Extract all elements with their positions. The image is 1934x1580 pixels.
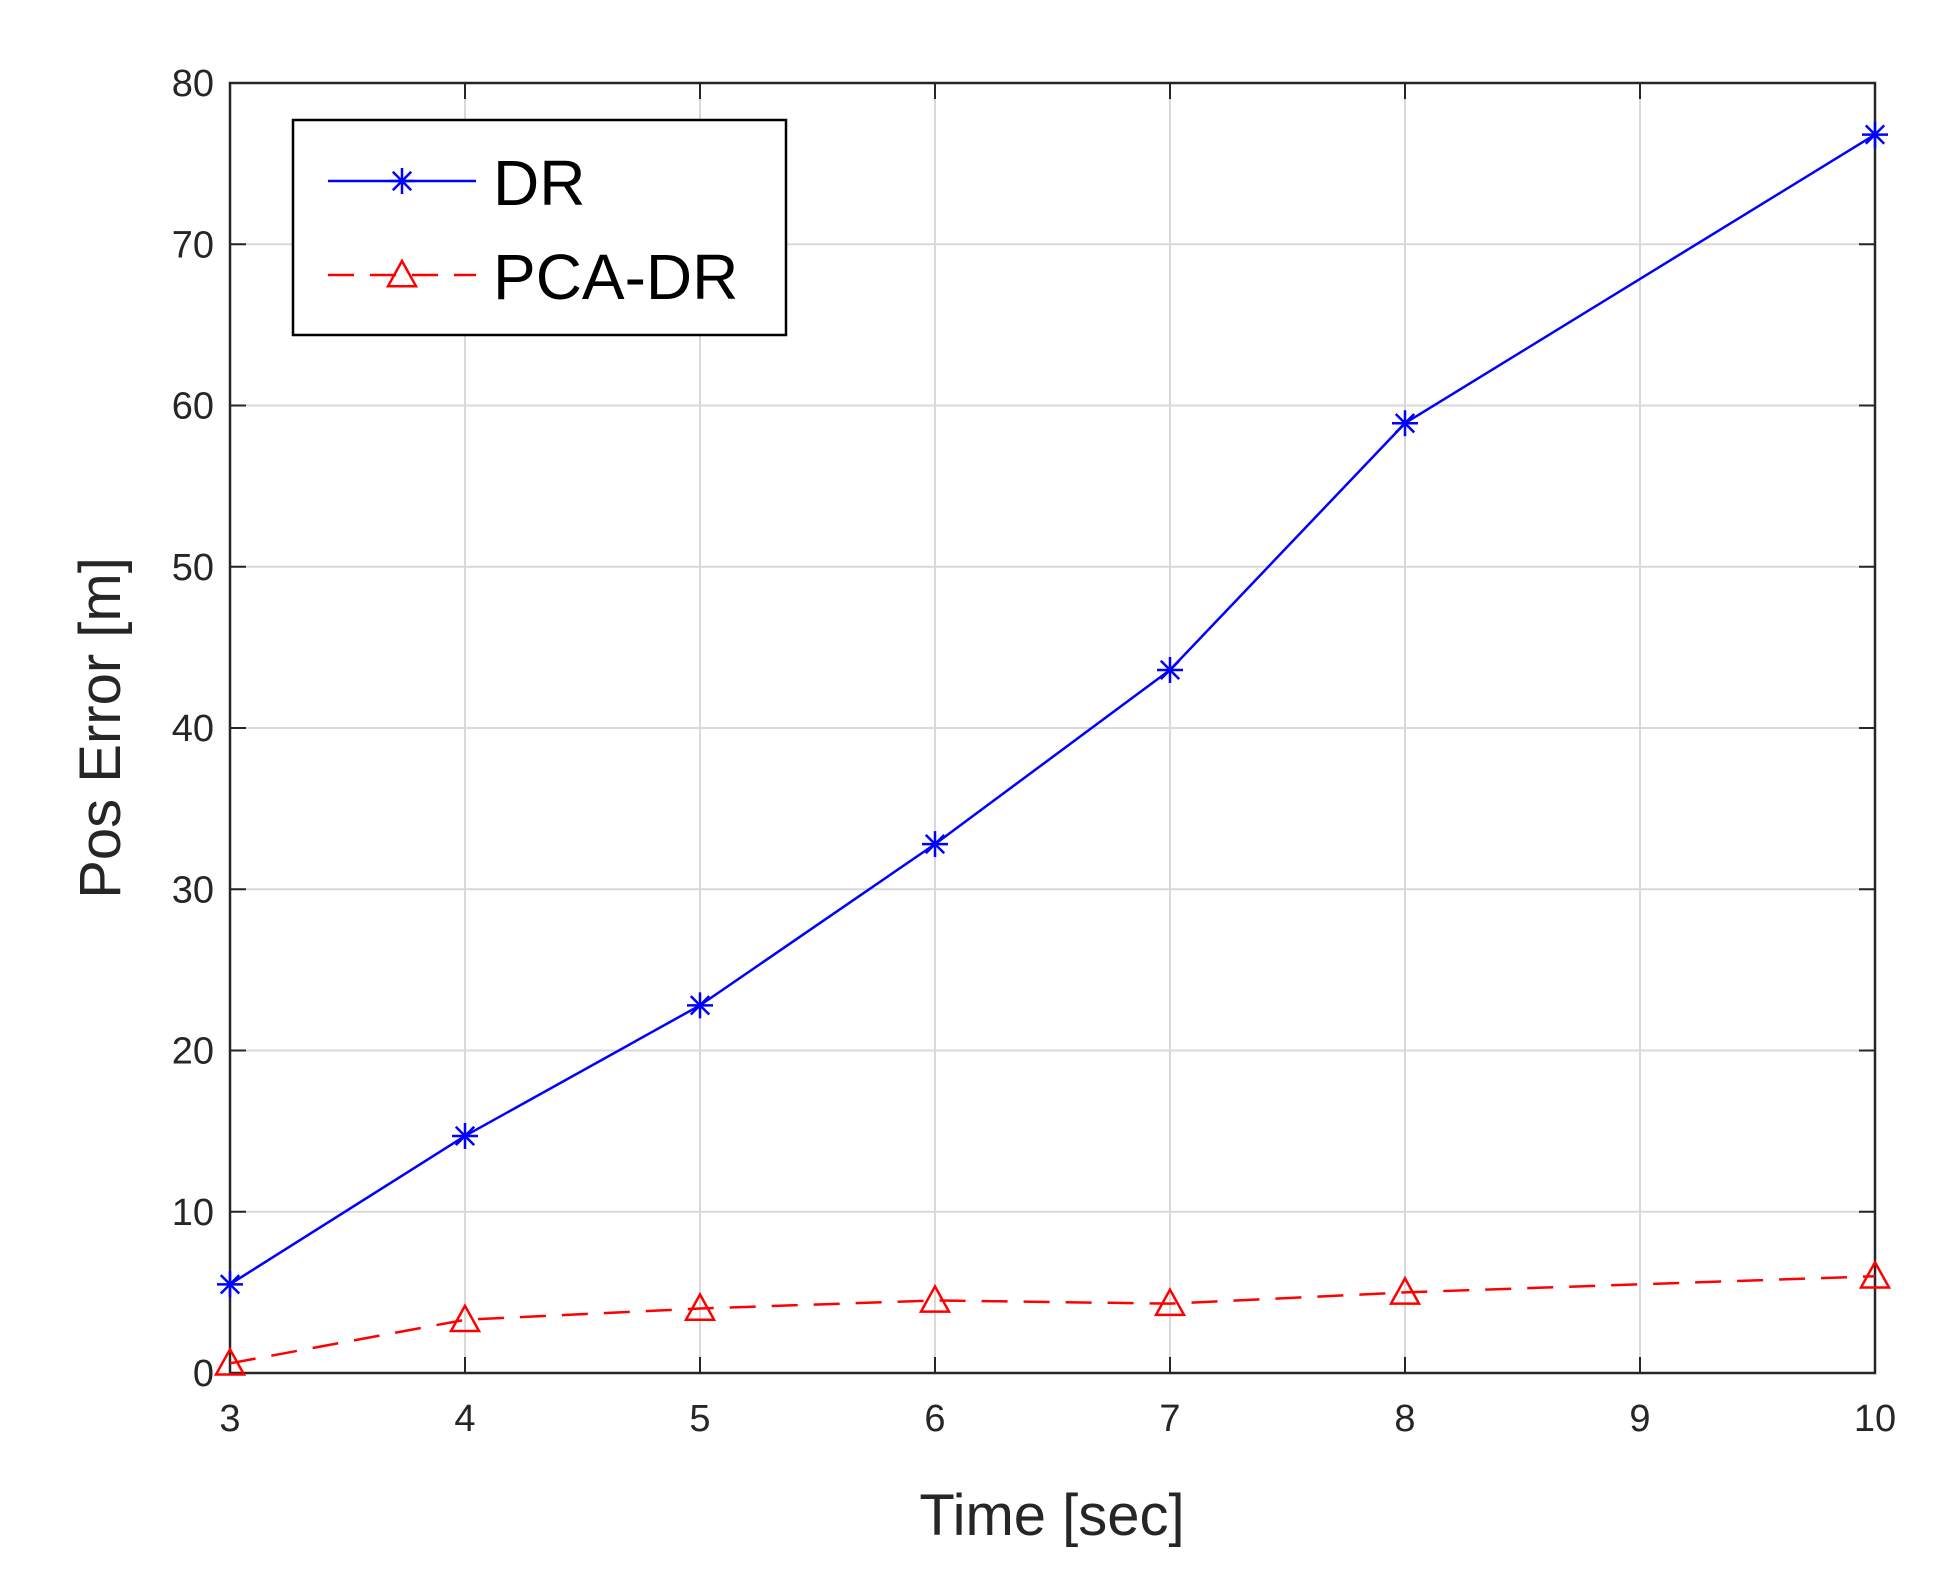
y-tick-label: 50 bbox=[172, 547, 214, 589]
data-point-pca-dr bbox=[213, 1346, 247, 1376]
asterisk-stroke bbox=[1394, 413, 1416, 434]
data-point-dr bbox=[452, 1122, 478, 1149]
x-tick-label: 6 bbox=[924, 1398, 945, 1440]
asterisk-stroke bbox=[219, 1274, 241, 1295]
y-tick-label: 10 bbox=[172, 1192, 214, 1234]
data-point-pca-dr bbox=[448, 1303, 482, 1333]
data-point-pca-dr bbox=[1388, 1275, 1422, 1305]
data-point-dr bbox=[1392, 410, 1418, 437]
x-tick-labels: 3 4 5 6 7 8 9 10 bbox=[219, 1398, 1896, 1440]
data-point-pca-dr bbox=[683, 1291, 717, 1321]
legend-marker-dr bbox=[389, 168, 415, 194]
x-tick-label: 9 bbox=[1629, 1398, 1650, 1440]
x-tick-label: 5 bbox=[689, 1398, 710, 1440]
asterisk-stroke bbox=[689, 995, 711, 1016]
data-point-pca-dr bbox=[918, 1283, 952, 1313]
legend-label-pca-dr: PCA-DR bbox=[493, 241, 738, 313]
legend-box bbox=[291, 118, 788, 337]
legend: DR PCA-DR bbox=[291, 118, 788, 337]
asterisk-stroke bbox=[924, 834, 946, 855]
asterisk-stroke bbox=[454, 1125, 476, 1147]
legend-marker-pca-dr bbox=[385, 258, 419, 288]
asterisk-stroke bbox=[1159, 659, 1181, 681]
x-tick-label: 10 bbox=[1854, 1398, 1896, 1440]
y-axis-label: Pos Error [m] bbox=[68, 557, 133, 899]
y-tick-label: 40 bbox=[172, 708, 214, 750]
data-point-dr bbox=[1862, 121, 1888, 148]
data-point-pca-dr bbox=[1153, 1287, 1187, 1317]
series-line-pca-dr bbox=[229, 1275, 1876, 1365]
y-tick-label: 80 bbox=[172, 63, 214, 105]
data-point-dr bbox=[922, 831, 948, 858]
legend-label-dr: DR bbox=[493, 147, 585, 219]
y-tick-label: 20 bbox=[172, 1031, 214, 1073]
legend-triangle-marker bbox=[385, 258, 419, 288]
y-tick-labels: 0 10 20 30 40 50 60 70 80 bbox=[172, 63, 214, 1395]
asterisk-stroke bbox=[391, 170, 413, 192]
data-point-pca-dr bbox=[1858, 1259, 1892, 1289]
series-pca-dr bbox=[213, 1259, 1892, 1376]
data-point-dr bbox=[217, 1271, 243, 1298]
series-layer bbox=[213, 121, 1892, 1376]
data-point-dr bbox=[1157, 656, 1183, 683]
asterisk-stroke bbox=[1864, 124, 1886, 145]
data-point-dr bbox=[687, 992, 713, 1019]
y-tick-label: 60 bbox=[172, 386, 214, 428]
x-tick-label: 4 bbox=[454, 1398, 475, 1440]
x-tick-label: 7 bbox=[1159, 1398, 1180, 1440]
x-tick-label: 8 bbox=[1394, 1398, 1415, 1440]
plot-frame bbox=[228, 81, 1877, 1375]
y-tick-label: 30 bbox=[172, 869, 214, 911]
series-dr bbox=[217, 121, 1888, 1298]
y-tick-label: 0 bbox=[193, 1353, 214, 1395]
x-tick-label: 3 bbox=[219, 1398, 240, 1440]
x-axis-label: Time [sec] bbox=[919, 1483, 1184, 1548]
legend-asterisk-marker bbox=[389, 168, 415, 194]
y-tick-label: 70 bbox=[172, 224, 214, 266]
